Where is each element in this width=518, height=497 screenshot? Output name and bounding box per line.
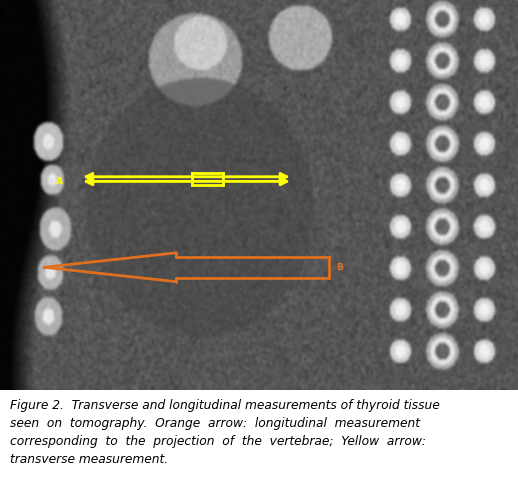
Text: A: A bbox=[56, 177, 63, 186]
Text: B: B bbox=[336, 263, 342, 272]
Text: Figure 2.  Transverse and longitudinal measurements of thyroid tissue
seen  on  : Figure 2. Transverse and longitudinal me… bbox=[10, 399, 440, 466]
